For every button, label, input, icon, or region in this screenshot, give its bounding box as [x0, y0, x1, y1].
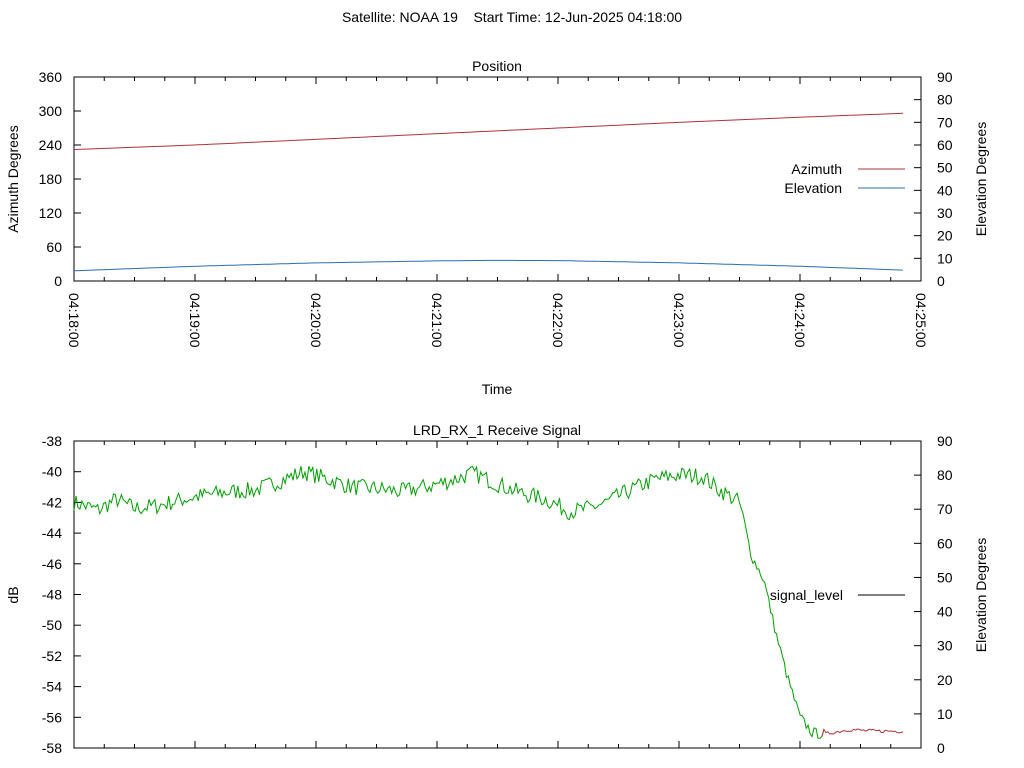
position-y-tick-label: 240	[39, 137, 63, 153]
signal-y2-tick-label: 40	[937, 604, 953, 620]
position-y2-tick-label: 70	[937, 114, 953, 130]
signal-y2-tick-label: 90	[937, 433, 953, 449]
signal-y2-tick-label: 30	[937, 638, 953, 654]
legend-azimuth-label: Azimuth	[791, 161, 842, 177]
chart-header: Satellite: NOAA 19 Start Time: 12-Jun-20…	[342, 9, 682, 25]
position-y2-tick-label: 60	[937, 137, 953, 153]
position-x-tick-label: 04:22:00	[550, 293, 566, 348]
position-y2-tick-label: 0	[937, 273, 945, 289]
position-ylabel: Azimuth Degrees	[5, 125, 21, 232]
position-plot-frame	[73, 76, 922, 282]
signal-level-tail-line	[821, 728, 904, 737]
signal-title: LRD_RX_1 Receive Signal	[413, 422, 581, 438]
position-y-tick-label: 120	[39, 205, 63, 221]
position-x-tick-label: 04:18:00	[66, 293, 82, 348]
position-y2-tick-label: 50	[937, 160, 953, 176]
position-y2-tick-label: 10	[937, 250, 953, 266]
position-axes: 04:18:00 04:19:00 04:20:00 04:21:00 04:22:00…	[39, 69, 953, 348]
signal-y2label: Elevation Degrees	[973, 538, 989, 652]
position-series	[73, 112, 903, 272]
signal-y2-tick-label: 80	[937, 467, 953, 483]
position-x-tick-label: 04:24:00	[792, 293, 808, 348]
signal-y-tick-label: -48	[42, 587, 62, 603]
position-x-tick-label: 04:21:00	[429, 293, 445, 348]
position-chart: Position Azimuth Degrees Elevation Degre…	[5, 58, 989, 397]
signal-y2-tick-label: 50	[937, 569, 953, 585]
signal-y-tick-label: -54	[42, 679, 62, 695]
signal-y-tick-label: -58	[42, 740, 62, 756]
signal-level-series-line	[73, 465, 825, 739]
signal-y2-tick-label: 10	[937, 706, 953, 722]
position-x-tick-label: 04:23:00	[671, 293, 687, 348]
signal-y2-tick-label: 60	[937, 535, 953, 551]
elevation-series-line	[73, 259, 903, 272]
position-x-tick-label: 04:19:00	[187, 293, 203, 348]
position-x-tick-label: 04:20:00	[308, 293, 324, 348]
legend-signal-label: signal_level	[770, 587, 843, 603]
position-y2-tick-label: 30	[937, 205, 953, 221]
position-x-tick-label: 04:25:00	[913, 293, 929, 348]
signal-y2-tick-label: 20	[937, 672, 953, 688]
signal-legend: signal_level	[770, 587, 905, 603]
position-y-tick-label: 300	[39, 103, 63, 119]
signal-y-tick-label: -44	[42, 525, 62, 541]
signal-ylabel: dB	[5, 586, 21, 603]
position-y-tick-label: 180	[39, 171, 63, 187]
signal-series	[73, 465, 904, 739]
signal-y-tick-label: -38	[42, 433, 62, 449]
azimuth-series-line	[73, 112, 903, 150]
position-y2-tick-label: 90	[937, 69, 953, 85]
signal-y-tick-label: -42	[42, 494, 62, 510]
position-y-tick-label: 60	[46, 239, 62, 255]
position-y2-tick-label: 80	[937, 92, 953, 108]
position-y2-tick-label: 20	[937, 228, 953, 244]
signal-y-tick-label: -50	[42, 617, 62, 633]
signal-chart: LRD_RX_1 Receive Signal dB Elevation Deg…	[5, 422, 989, 756]
signal-y2-tick-label: 0	[937, 740, 945, 756]
signal-y-tick-label: -46	[42, 556, 62, 572]
position-title: Position	[472, 58, 522, 74]
signal-y-tick-label: -52	[42, 648, 62, 664]
position-y-tick-label: 0	[54, 273, 62, 289]
signal-y-tick-label: -56	[42, 709, 62, 725]
position-y2-tick-label: 40	[937, 182, 953, 198]
signal-y2-tick-label: 70	[937, 501, 953, 517]
position-y-tick-label: 360	[39, 69, 63, 85]
position-y2label: Elevation Degrees	[973, 122, 989, 236]
signal-y-tick-label: -40	[42, 464, 62, 480]
signal-axes: -38 -40 -42 -44 -46 -48 -50 -52 -54 -56 -58 0 10 20 30…	[42, 433, 953, 756]
position-xlabel: Time	[482, 381, 513, 397]
legend-elevation-label: Elevation	[784, 180, 842, 196]
position-legend: Azimuth Elevation	[784, 161, 905, 196]
